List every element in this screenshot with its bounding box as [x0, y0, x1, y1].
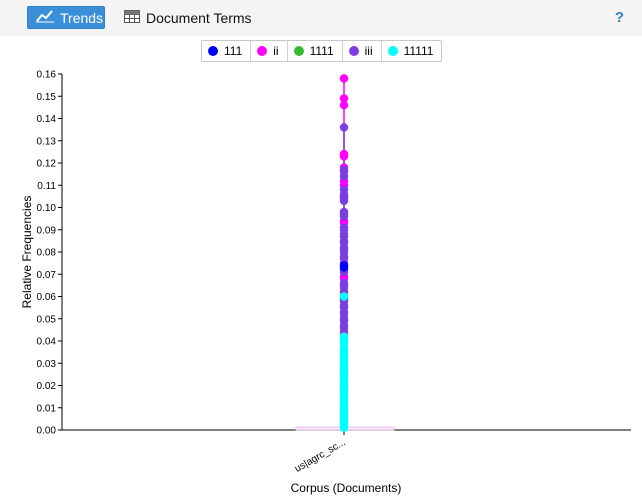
tab-document-terms[interactable]: Document Terms: [124, 6, 252, 29]
y-tick-label: 0.06: [37, 292, 57, 303]
y-tick-label: 0.12: [37, 159, 57, 170]
y-tick-label: 0.14: [37, 114, 57, 125]
legend-item-ii[interactable]: ii: [251, 41, 288, 61]
y-axis-title: Relative Frequencies: [20, 196, 34, 309]
y-tick-label: 0.01: [37, 403, 57, 414]
y-tick-label: 0.13: [37, 136, 57, 147]
y-tick-label: 0.11: [37, 181, 56, 192]
chart-legend: 111 ii 1111 iii 11111: [201, 40, 443, 62]
y-tick-label: 0.16: [37, 70, 57, 81]
y-tick-label: 0.03: [37, 359, 57, 370]
y-tick-label: 0.07: [37, 270, 57, 281]
x-axis-title: Corpus (Documents): [291, 481, 402, 495]
table-icon: [124, 9, 140, 26]
y-tick-label: 0.08: [37, 248, 57, 259]
data-point: [339, 74, 349, 83]
y-tick-label: 0.10: [37, 203, 57, 214]
y-tick-label: 0.09: [37, 225, 57, 236]
line-chart-icon: [36, 9, 54, 26]
trends-chart: 0.00 0.01 0.02 0.03 0.04 0.05 0.06 0.07 0.08 0.09…: [20, 70, 631, 495]
data-point: [339, 423, 349, 433]
toolbar: Trends Document Terms ?: [0, 0, 642, 36]
y-tick-label: 0.15: [37, 92, 57, 103]
legend-label: 11111: [403, 44, 434, 58]
tab-trends-label: Trends: [60, 9, 104, 26]
legend-label: 1111: [309, 44, 334, 58]
data-point: [339, 172, 349, 181]
tab-trends[interactable]: Trends: [27, 6, 105, 29]
data-point: [339, 196, 349, 206]
legend-label: 111: [224, 44, 243, 58]
data-point: [339, 123, 349, 132]
help-icon[interactable]: ?: [614, 9, 624, 26]
legend-label: ii: [273, 44, 279, 58]
legend-swatch: [348, 46, 359, 56]
legend-label: iii: [364, 44, 373, 58]
legend-item-111[interactable]: 111: [202, 41, 252, 61]
data-point: [339, 100, 349, 110]
legend-swatch: [257, 46, 268, 56]
y-tick-label: 0.05: [37, 314, 57, 325]
y-tick-label: 0.04: [37, 337, 57, 348]
legend-item-1111[interactable]: 1111: [288, 41, 343, 61]
legend-item-iii[interactable]: iii: [343, 41, 382, 61]
legend-swatch: [293, 46, 304, 56]
legend-swatch: [387, 46, 398, 56]
legend-item-11111[interactable]: 11111: [382, 41, 442, 61]
data-point: [339, 152, 349, 161]
y-tick-label: 0.00: [37, 426, 57, 437]
data-point: [339, 292, 349, 301]
data-point: [339, 212, 349, 221]
data-point: [339, 263, 349, 272]
x-tick-label: us|agrc_sc...: [293, 437, 347, 475]
tab-document-terms-label: Document Terms: [146, 9, 252, 26]
y-tick-label: 0.02: [37, 381, 57, 392]
legend-swatch: [208, 46, 218, 56]
